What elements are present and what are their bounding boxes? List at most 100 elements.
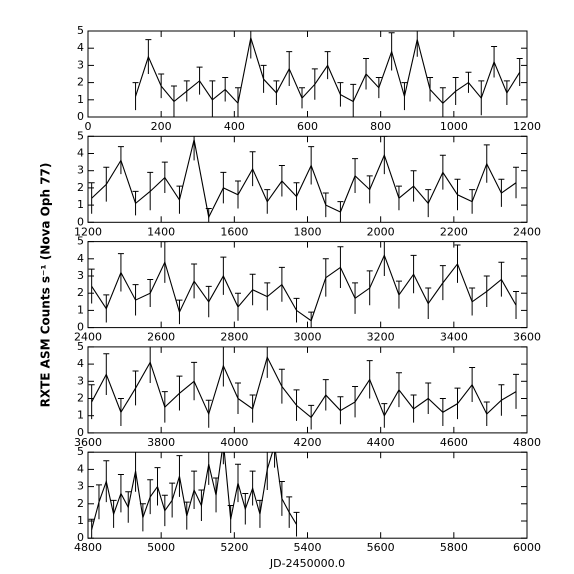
error-bar (264, 189, 271, 214)
error-bar (322, 258, 329, 297)
error-bar (147, 278, 154, 307)
error-bar (483, 275, 490, 307)
error-bar (132, 190, 139, 216)
error-bar (322, 192, 329, 218)
error-bar (513, 290, 520, 319)
x-tick-label: 200 (151, 120, 172, 133)
error-bar (410, 394, 417, 423)
y-tick-label: 1 (77, 303, 84, 316)
error-bar (260, 64, 267, 93)
x-tick-label: 1000 (440, 120, 468, 133)
light-curve (91, 253, 517, 322)
error-bar (469, 367, 476, 402)
error-bar (264, 282, 271, 311)
error-bar (88, 384, 95, 420)
y-tick-label: 4 (77, 41, 84, 54)
error-bar (266, 452, 268, 491)
y-tick-label: 0 (77, 426, 84, 439)
error-bar (293, 511, 300, 537)
error-bar (249, 470, 256, 506)
error-bar (454, 387, 461, 420)
error-bar (483, 401, 490, 427)
error-bar (366, 175, 373, 204)
y-tick-label: 4 (77, 357, 84, 370)
error-bar (220, 171, 227, 204)
error-bar (483, 144, 490, 183)
error-bar (198, 489, 205, 521)
error-bar (117, 474, 124, 513)
x-tick-label: 1600 (220, 225, 248, 238)
error-bar (352, 158, 359, 194)
panel-frame (87, 241, 528, 329)
error-bar (145, 39, 152, 74)
error-bar (293, 297, 300, 323)
error-bar (293, 389, 300, 421)
error-bar (266, 346, 268, 378)
x-tick-label: 5800 (440, 541, 468, 554)
error-bar (170, 85, 177, 117)
y-tick-label: 2 (77, 76, 84, 89)
error-bar (222, 452, 224, 465)
error-bar (220, 256, 227, 295)
error-bar (278, 368, 285, 404)
x-tick-label: 1200 (74, 225, 102, 238)
error-bar (103, 460, 110, 503)
error-bar (498, 261, 505, 297)
error-bar (176, 455, 183, 497)
error-bar (117, 398, 124, 427)
error-bar (469, 189, 476, 214)
error-bar (395, 372, 402, 408)
y-tick-label: 2 (77, 497, 84, 510)
error-bar (363, 58, 370, 90)
error-bar (513, 166, 520, 199)
error-bar (478, 80, 485, 116)
error-bar (388, 32, 395, 71)
x-tick-label: 5400 (294, 541, 322, 554)
error-bar (278, 266, 285, 302)
x-tick-label: 3000 (294, 331, 322, 344)
y-tick-label: 3 (77, 480, 84, 493)
error-bar (439, 87, 446, 117)
error-bar (103, 166, 110, 202)
error-bar (383, 241, 385, 276)
error-bar (410, 254, 417, 294)
error-bar (375, 76, 382, 99)
error-bar (222, 346, 224, 387)
error-bar (176, 299, 183, 325)
panel-frame (87, 346, 528, 434)
y-tick-label: 0 (77, 321, 84, 334)
error-bar (161, 391, 168, 423)
error-bar (139, 503, 146, 532)
y-tick-label: 3 (77, 269, 84, 282)
error-bar (337, 246, 344, 289)
error-bar (498, 178, 505, 207)
error-bar (147, 171, 154, 211)
error-bar (469, 287, 476, 316)
x-tick-label: 3800 (147, 436, 175, 449)
error-bar (132, 82, 139, 111)
error-bar (158, 73, 165, 99)
error-bar (117, 253, 124, 292)
x-tick-label: 2400 (513, 225, 541, 238)
y-tick-label: 4 (77, 462, 84, 475)
x-tick-label: 5600 (367, 541, 395, 554)
x-tick-label: 1400 (147, 225, 175, 238)
error-bar (324, 51, 331, 80)
error-bar (149, 346, 151, 384)
error-bar (439, 154, 446, 190)
y-tick-label: 3 (77, 58, 84, 71)
error-bar (88, 518, 95, 539)
error-bar (416, 31, 418, 57)
error-bar (234, 382, 241, 414)
y-tick-label: 1 (77, 198, 84, 211)
y-tick-label: 3 (77, 164, 84, 177)
error-bar (366, 360, 373, 399)
error-bar (425, 189, 432, 218)
error-bar (88, 268, 95, 304)
y-tick-label: 1 (77, 409, 84, 422)
error-bar (132, 370, 139, 406)
error-bar (513, 373, 520, 409)
error-bar (395, 280, 402, 309)
error-bar (381, 403, 388, 428)
